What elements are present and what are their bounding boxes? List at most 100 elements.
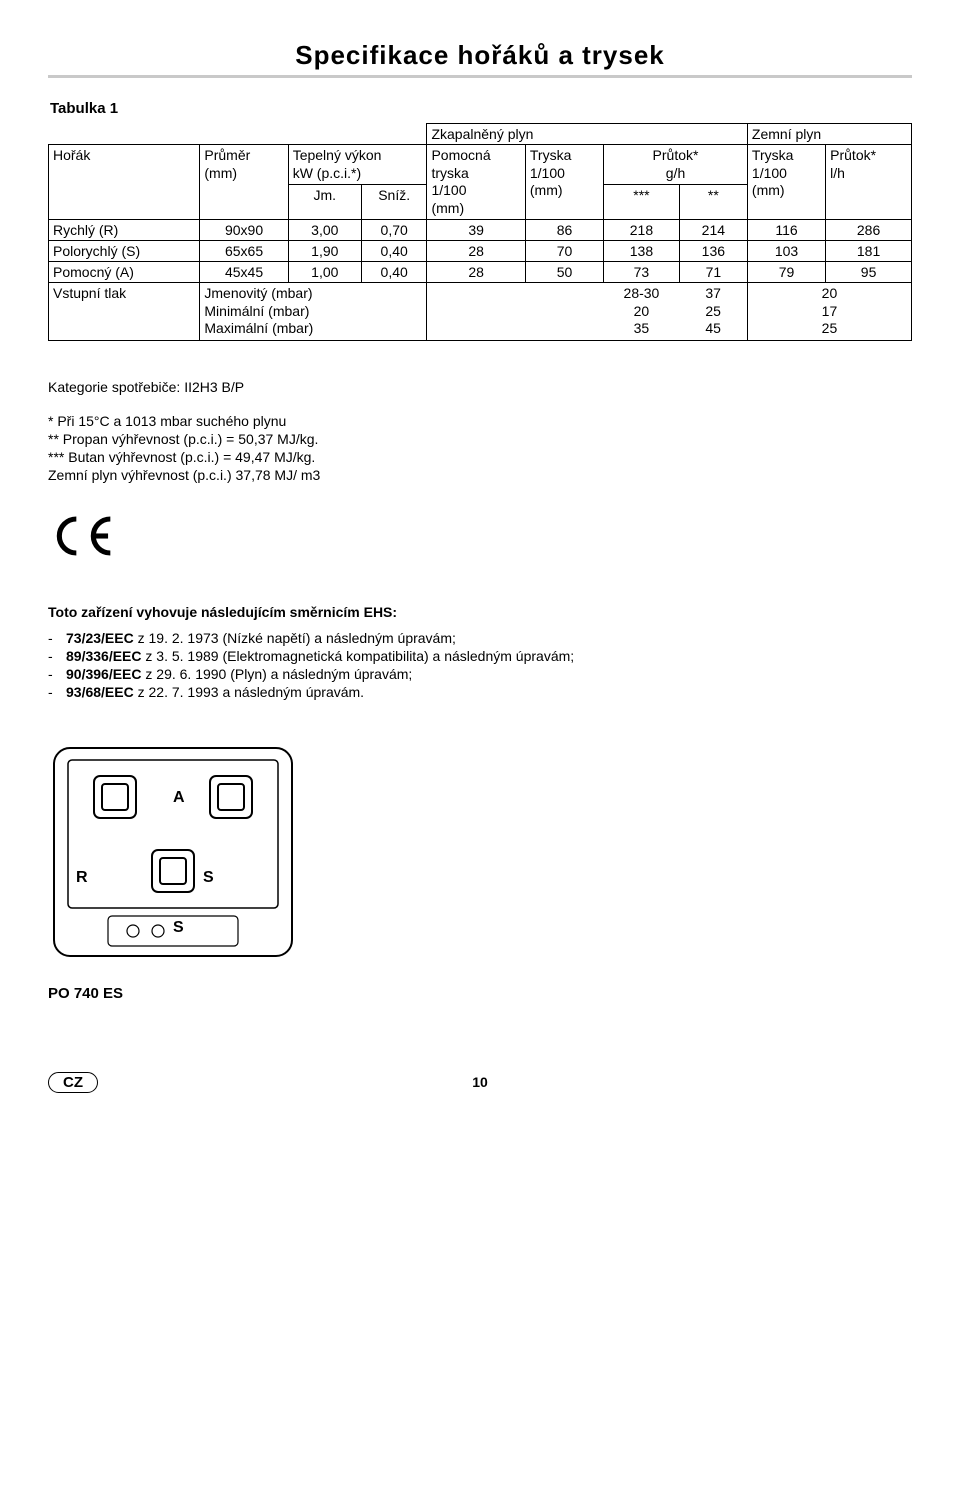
vc: 28-30 [624,285,660,301]
col-trysk1a: Tryska [530,147,571,163]
col-stars3: *** [604,185,680,220]
col-prutok1: Průtok* [653,147,699,163]
ehs-list: -73/23/EEC z 19. 2. 1973 (Nízké napětí) … [48,630,912,700]
cell: 136 [679,241,747,262]
list-item: -73/23/EEC z 19. 2. 1973 (Nízké napětí) … [48,630,912,646]
col-prutok2: Průtok* [830,147,876,163]
diagram-label-a: A [173,789,185,806]
ehs-rest: z 19. 2. 1973 (Nízké napětí) a následným… [134,630,456,646]
cell: 50 [525,262,603,283]
title-underline [48,75,912,78]
col-trysk1b: 1/100 [530,165,565,181]
diagram-label-s: S [203,869,214,886]
cell: 71 [679,262,747,283]
cell: 0,40 [361,262,427,283]
zkapalneny-header: Zkapalněný plyn [427,124,747,145]
zemni-header: Zemní plyn [747,124,911,145]
col-horak: Hořák [53,147,90,163]
cell: 116 [747,220,825,241]
col-pomoc4: (mm) [431,200,464,216]
ehs-code: 90/396/EEC [66,666,142,682]
list-item: -90/396/EEC z 29. 6. 1990 (Plyn) a násle… [48,666,912,682]
cell: Rychlý (R) [49,220,200,241]
model-code: PO 740 ES [48,985,912,1002]
cell: 65x65 [200,241,288,262]
cell: 103 [747,241,825,262]
ehs-code: 73/23/EEC [66,630,134,646]
col-pomoc2: tryska [431,165,468,181]
col-jm: Jm. [288,185,361,220]
col-tepvykon: Tepelný výkon [293,147,382,163]
cell: 1,00 [288,262,361,283]
vc: 35 [634,320,650,336]
cell: 286 [826,220,912,241]
note: *** Butan výhřevnost (p.c.i.) = 49,47 MJ… [48,449,912,465]
cell: Polorychlý (S) [49,241,200,262]
col-prutok1-unit: g/h [666,165,685,181]
cell: 79 [747,262,825,283]
cz-badge: CZ [48,1072,98,1093]
vc: 17 [822,303,838,319]
cell: 28 [427,241,525,262]
note: * Při 15°C a 1013 mbar suchého plynu [48,413,912,429]
vstup-jmen: Jmenovitý (mbar) [204,285,312,301]
ehs-code: 93/68/EEC [66,684,134,700]
page-number: 10 [450,1074,510,1090]
table-caption: Tabulka 1 [50,100,912,117]
ehs-rest: z 3. 5. 1989 (Elektromagnetická kompatib… [142,648,575,664]
list-item: -93/68/EEC z 22. 7. 1993 a následným úpr… [48,684,912,700]
col-trysk2c: (mm) [752,182,785,198]
cell: 28 [427,262,525,283]
spec-table: Zkapalněný plyn Zemní plyn Hořák Průměr … [48,123,912,341]
ehs-heading: Toto zařízení vyhovuje následujícím směr… [48,604,912,620]
vc: 37 [705,285,721,301]
col-prutok2-unit: l/h [830,165,845,181]
cell: 39 [427,220,525,241]
col-prumer: Průměr [204,147,250,163]
cell: 218 [604,220,680,241]
col-tepvykon-unit: kW (p.c.i.*) [293,165,361,181]
cell: 0,40 [361,241,427,262]
cell: 86 [525,220,603,241]
category-section: Kategorie spotřebiče: II2H3 B/P * Při 15… [48,379,912,483]
col-pomoc3: 1/100 [431,182,466,198]
cell: 0,70 [361,220,427,241]
cell: Pomocný (A) [49,262,200,283]
pressure-row: Vstupní tlak Jmenovitý (mbar) Minimální … [49,283,912,341]
gas-group-header-row: Zkapalněný plyn Zemní plyn [49,124,912,145]
page-footer: CZ 10 [48,1072,912,1093]
category-line: Kategorie spotřebiče: II2H3 B/P [48,379,912,395]
col-trysk1c: (mm) [530,182,563,198]
col-trysk2b: 1/100 [752,165,787,181]
list-item: -89/336/EEC z 3. 5. 1989 (Elektromagneti… [48,648,912,664]
cell: 214 [679,220,747,241]
vc: 45 [705,320,721,336]
note: ** Propan výhřevnost (p.c.i.) = 50,37 MJ… [48,431,912,447]
diagram-label-s2: S [173,919,184,936]
cell: 90x90 [200,220,288,241]
col-sniz: Sníž. [361,185,427,220]
vc: 25 [705,303,721,319]
col-pomoc1: Pomocná [431,147,490,163]
page-title-wrap: Specifikace hořáků a trysek [48,40,912,71]
ehs-rest: z 22. 7. 1993 a následným úpravám. [134,684,364,700]
cell: 1,90 [288,241,361,262]
table-row: Polorychlý (S) 65x65 1,90 0,40 28 70 138… [49,241,912,262]
vc: 20 [634,303,650,319]
page-title: Specifikace hořáků a trysek [295,40,665,71]
cell: 138 [604,241,680,262]
vc: 25 [822,320,838,336]
cell: 181 [826,241,912,262]
cell: 45x45 [200,262,288,283]
ehs-rest: z 29. 6. 1990 (Plyn) a následným úpravám… [142,666,413,682]
vc: 20 [822,285,838,301]
ce-mark-icon [48,513,912,564]
cooktop-diagram: A S R S [48,742,912,967]
diagram-label-r: R [76,869,88,886]
ehs-code: 89/336/EEC [66,648,142,664]
col-trysk2a: Tryska [752,147,793,163]
note: Zemní plyn výhřevnost (p.c.i.) 37,78 MJ/… [48,467,912,483]
col-prumer-unit: (mm) [204,165,237,181]
vstup-min: Minimální (mbar) [204,303,309,319]
cell: 3,00 [288,220,361,241]
